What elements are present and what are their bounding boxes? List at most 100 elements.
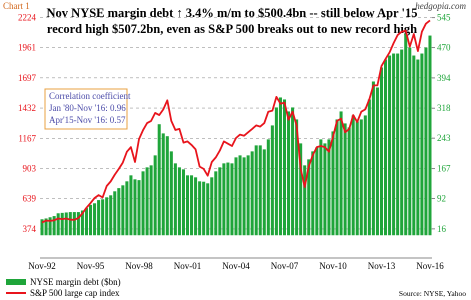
bar <box>153 155 157 236</box>
bar <box>359 119 363 236</box>
bar <box>250 151 254 236</box>
x-tick-label: Nov-92 <box>28 261 56 271</box>
bar <box>222 163 226 236</box>
bar <box>303 165 307 236</box>
bar <box>428 35 432 236</box>
y-tick-label: 374 <box>23 224 37 234</box>
bar <box>343 123 347 236</box>
bar <box>327 139 331 236</box>
bar <box>258 145 262 236</box>
bar <box>169 151 173 236</box>
bar <box>105 197 109 236</box>
x-tick-label: Nov-95 <box>77 261 105 271</box>
x-tick-label: Nov-10 <box>319 261 347 271</box>
y2-tick-label: 16 <box>437 224 447 234</box>
bar <box>412 55 416 236</box>
bar <box>270 125 274 236</box>
x-tick-label: Nov-16 <box>416 261 444 271</box>
bar <box>234 157 238 236</box>
bar <box>246 155 250 236</box>
bar <box>230 163 234 236</box>
bar <box>335 119 339 236</box>
x-tick-label: Nov-13 <box>368 261 396 271</box>
y-tick-label: 1432 <box>18 103 36 113</box>
bar <box>226 162 230 236</box>
y2-tick-label: 394 <box>437 73 451 83</box>
y-tick-label: 903 <box>23 164 37 174</box>
y-tick-label: 2224 <box>18 13 37 23</box>
bar <box>80 210 84 236</box>
y-tick-label: 639 <box>23 194 37 204</box>
line <box>41 19 431 224</box>
bar <box>371 81 375 236</box>
x-tick-label: Nov-01 <box>174 261 202 271</box>
bar <box>351 115 355 236</box>
bar <box>218 167 222 236</box>
bar <box>375 87 379 236</box>
legend-label: S&P 500 large cap index <box>30 288 120 298</box>
bar <box>165 136 169 236</box>
bar <box>97 200 101 236</box>
bar <box>44 218 48 236</box>
chart-title: Nov NYSE margin debt ↑ 3.4% m/m to $500.… <box>47 6 418 20</box>
x-tick-label: Nov-04 <box>222 261 250 271</box>
bar <box>347 127 351 236</box>
bar <box>109 195 113 236</box>
bar <box>238 155 242 236</box>
bar <box>113 191 117 236</box>
bar <box>52 216 56 236</box>
bar <box>173 163 177 236</box>
bar <box>214 171 218 236</box>
bar <box>206 183 210 236</box>
legend-swatch <box>6 279 26 285</box>
bar <box>149 165 153 236</box>
bar <box>56 213 60 236</box>
bar <box>190 175 194 236</box>
bar <box>367 99 371 236</box>
legend-label: NYSE margin debt ($bn) <box>30 277 121 287</box>
bar <box>392 53 396 236</box>
bar <box>48 217 52 236</box>
bar <box>141 171 145 236</box>
bar <box>242 157 246 236</box>
bar <box>408 47 412 236</box>
bar <box>396 53 400 236</box>
bar <box>278 97 282 236</box>
bar <box>161 133 165 236</box>
bar <box>379 67 384 236</box>
bar <box>64 212 68 236</box>
bar <box>117 188 121 236</box>
bar <box>307 159 311 236</box>
bar <box>339 111 343 236</box>
bar <box>388 55 392 236</box>
chart-title: record high $507.2bn, even as S&P 500 br… <box>47 22 417 36</box>
bar <box>125 181 129 236</box>
bar <box>40 219 44 236</box>
bar <box>76 212 80 236</box>
chart-label: Chart 1 <box>3 1 30 11</box>
y-tick-label: 1697 <box>18 73 37 83</box>
bar <box>295 119 299 236</box>
bar <box>88 204 93 236</box>
bar <box>194 177 198 236</box>
bar <box>287 111 291 236</box>
bar <box>101 199 105 236</box>
y2-tick-label: 167 <box>437 164 451 174</box>
bar <box>84 208 88 236</box>
bar <box>282 99 287 236</box>
plot-area <box>40 17 432 236</box>
bar <box>274 107 278 236</box>
y2-tick-label: 243 <box>437 133 451 143</box>
bar <box>315 147 319 236</box>
bar <box>424 47 428 236</box>
bar <box>254 145 258 236</box>
bar <box>185 175 190 236</box>
annotation: Jan '80-Nov '16: 0.96 <box>49 103 126 113</box>
bar <box>129 175 133 236</box>
bar <box>331 131 335 236</box>
y-tick-label: 1167 <box>18 133 36 143</box>
bar <box>420 53 424 236</box>
bar <box>68 212 72 236</box>
bar <box>355 121 359 236</box>
